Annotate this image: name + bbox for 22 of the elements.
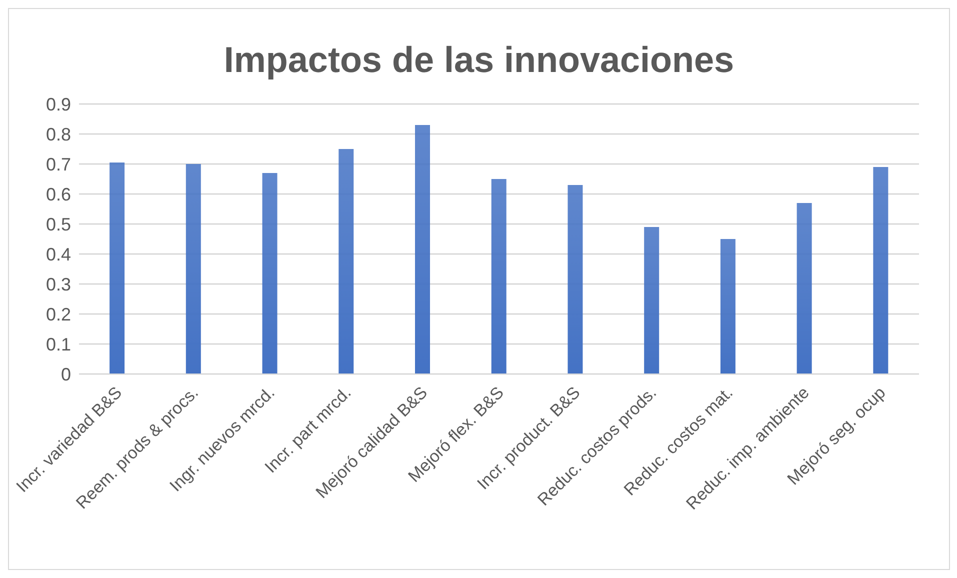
bar — [644, 227, 660, 374]
bar — [873, 167, 888, 374]
y-tick-label: 0.9 — [46, 94, 71, 114]
bar — [415, 125, 430, 374]
y-tick-label: 0.8 — [46, 124, 71, 144]
y-tick-label: 0.7 — [46, 154, 71, 174]
bar — [262, 173, 278, 374]
bar — [338, 149, 354, 374]
y-tick-label: 0 — [60, 364, 71, 384]
bar — [796, 203, 812, 374]
y-tick-label: 0.5 — [46, 214, 71, 234]
bar — [720, 239, 736, 374]
y-tick-label: 0.4 — [46, 244, 71, 264]
y-tick-label: 0.6 — [46, 184, 71, 204]
y-tick-label: 0.1 — [46, 334, 71, 354]
bar — [491, 179, 506, 374]
chart-title: Impactos de las innovaciones — [222, 39, 736, 81]
y-tick-label: 0.3 — [46, 274, 71, 294]
bar — [568, 185, 583, 374]
bar — [110, 162, 125, 374]
bar — [186, 164, 201, 374]
y-tick-label: 0.2 — [46, 304, 71, 324]
